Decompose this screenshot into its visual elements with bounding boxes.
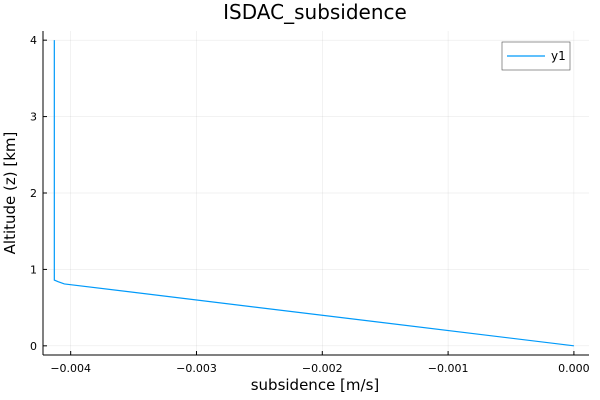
legend: y1: [501, 41, 571, 71]
y-axis-ticks: 0 1 2 3 4: [30, 34, 47, 353]
x-axis-ticks: −0.004 −0.003 −0.002 −0.001 0.000: [50, 351, 590, 375]
y-tick-label: 1: [30, 263, 37, 276]
x-tick-label: −0.002: [302, 362, 343, 375]
x-axis-label: subsidence [m/s]: [251, 376, 380, 394]
y-tick-label: 2: [30, 187, 37, 200]
y-tick-label: 3: [30, 111, 37, 124]
chart-title: ISDAC_subsidence: [223, 0, 407, 24]
series-group: [53, 40, 574, 347]
y-tick-label: 0: [30, 340, 37, 353]
x-tick-label: 0.000: [558, 362, 590, 375]
x-tick-label: −0.003: [176, 362, 217, 375]
y-tick-label: 4: [30, 34, 37, 47]
x-tick-label: −0.004: [50, 362, 91, 375]
series-line-y1: [53, 40, 574, 347]
y-axis-label: Altitude (z) [km]: [1, 132, 19, 255]
x-tick-label: −0.001: [428, 362, 469, 375]
grid-lines: [43, 31, 589, 355]
legend-label-y1: y1: [551, 49, 566, 63]
